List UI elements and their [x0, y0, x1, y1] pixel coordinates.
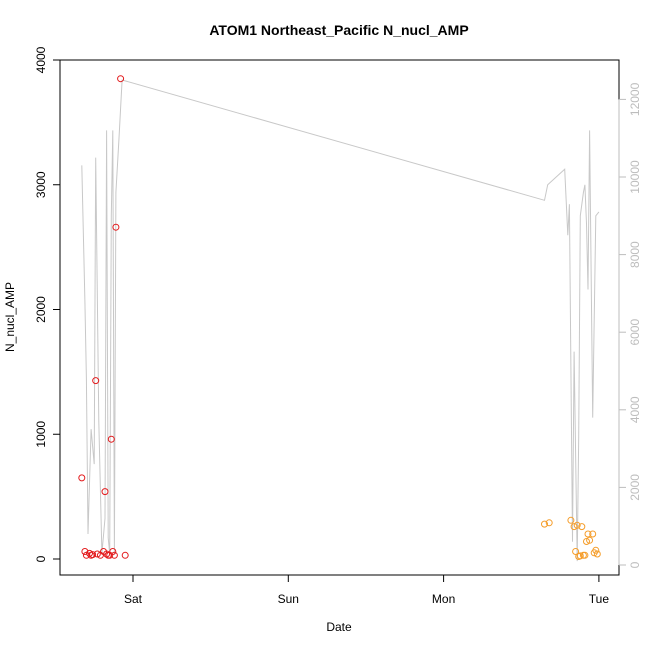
chart-title: ATOM1 Northeast_Pacific N_nucl_AMP: [209, 22, 468, 38]
y-tick-label: 3000: [34, 171, 48, 198]
data-point: [584, 530, 592, 538]
y2-tick-label: 8000: [628, 241, 642, 268]
x-tick-label: Tue: [589, 592, 610, 606]
data-point: [107, 435, 115, 443]
data-point: [545, 519, 553, 527]
data-point: [589, 530, 597, 538]
y-axis-left: 0 1000 2000 3000 4000: [34, 46, 61, 562]
data-point: [89, 551, 97, 559]
data-point: [578, 523, 586, 531]
y-tick-label: 1000: [34, 421, 48, 448]
y2-tick-label: 12000: [628, 82, 642, 116]
points-layer: [78, 75, 601, 560]
data-point: [92, 377, 100, 385]
y-tick-label: 0: [34, 555, 48, 562]
y-tick-label: 4000: [34, 46, 48, 73]
y2-tick-label: 6000: [628, 319, 642, 346]
data-point: [592, 546, 600, 554]
data-point: [586, 536, 594, 544]
data-point: [112, 223, 120, 231]
data-point: [109, 548, 117, 555]
data-point: [576, 552, 584, 560]
x-axis: Sat Sun Mon Tue: [124, 574, 610, 606]
data-point: [103, 550, 111, 558]
data-point: [572, 548, 580, 555]
x-tick-label: Sun: [278, 592, 299, 606]
y2-tick-label: 2000: [628, 474, 642, 501]
data-point: [583, 538, 590, 545]
data-point: [81, 548, 89, 555]
secondary-series-layer: [81, 79, 600, 562]
y2-tick-label: 4000: [628, 396, 642, 423]
data-point: [573, 521, 581, 529]
data-point: [593, 550, 601, 558]
data-point: [541, 520, 548, 528]
y2-tick-label: 10000: [628, 160, 642, 194]
y-axis-right: 0 2000 4000 6000 8000 10000 12000: [618, 82, 642, 568]
data-point: [581, 551, 589, 559]
data-point: [86, 549, 93, 557]
secondary-series-line: [81, 79, 600, 562]
data-point: [110, 551, 118, 559]
data-point: [570, 523, 578, 531]
x-axis-label: Date: [326, 620, 352, 634]
data-point: [101, 488, 109, 496]
data-point: [121, 551, 129, 559]
data-point: [78, 474, 86, 482]
data-point: [117, 75, 125, 83]
x-tick-label: Sat: [124, 592, 143, 606]
plot-frame: [59, 59, 620, 576]
x-tick-label: Mon: [432, 592, 455, 606]
data-point: [567, 516, 575, 524]
y-tick-label: 2000: [34, 296, 48, 323]
data-point: [93, 550, 101, 558]
y2-tick-label: 0: [628, 561, 642, 568]
y-axis-label: N_nucl_AMP: [3, 282, 17, 352]
